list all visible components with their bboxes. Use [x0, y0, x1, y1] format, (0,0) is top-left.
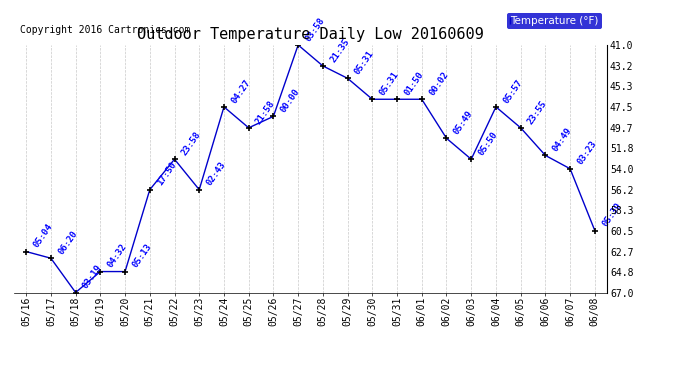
Text: 05:13: 05:13 — [130, 242, 153, 269]
Text: 23:55: 23:55 — [526, 99, 549, 126]
Text: 05:39: 05:39 — [600, 201, 623, 228]
Text: 04:27: 04:27 — [230, 78, 253, 105]
Text: 05:04: 05:04 — [32, 222, 55, 249]
Text: 05:57: 05:57 — [502, 78, 524, 105]
Text: 00:00: 00:00 — [279, 87, 302, 114]
Text: 05:50: 05:50 — [477, 130, 500, 157]
Text: 00:02: 00:02 — [427, 70, 450, 97]
Text: 17:50: 17:50 — [155, 160, 178, 188]
Text: 03:23: 03:23 — [575, 140, 598, 166]
Text: 02:43: 02:43 — [205, 160, 228, 188]
Title: Outdoor Temperature Daily Low 20160609: Outdoor Temperature Daily Low 20160609 — [137, 27, 484, 42]
Text: 03:19: 03:19 — [81, 263, 104, 290]
Text: 05:49: 05:49 — [452, 109, 475, 136]
Text: Copyright 2016 Cartronics.com: Copyright 2016 Cartronics.com — [20, 25, 190, 35]
Legend: Temperature (°F): Temperature (°F) — [507, 13, 602, 29]
Text: 01:50: 01:50 — [402, 70, 425, 97]
Text: 06:20: 06:20 — [57, 229, 79, 256]
Text: 05:31: 05:31 — [353, 49, 376, 76]
Text: 21:58: 21:58 — [254, 99, 277, 126]
Text: 21:35: 21:35 — [328, 37, 351, 64]
Text: 03:58: 03:58 — [304, 16, 326, 43]
Text: 23:58: 23:58 — [180, 130, 203, 157]
Text: 04:32: 04:32 — [106, 242, 128, 269]
Text: 04:49: 04:49 — [551, 126, 573, 153]
Text: 05:31: 05:31 — [378, 70, 401, 97]
